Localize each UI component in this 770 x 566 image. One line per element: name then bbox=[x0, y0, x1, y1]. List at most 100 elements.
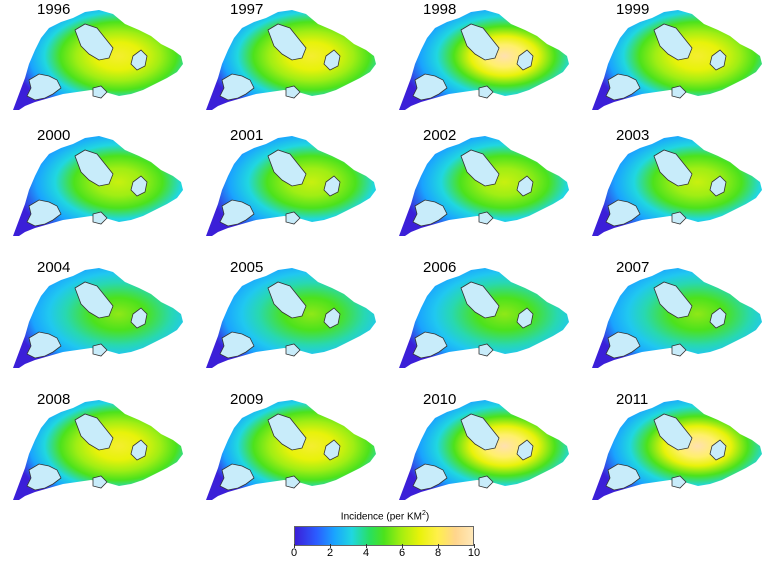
map-panel-2009: 2009 bbox=[198, 391, 390, 512]
incidence-map bbox=[206, 400, 376, 500]
south-island bbox=[478, 475, 494, 489]
incidence-map bbox=[206, 10, 376, 110]
incidence-map bbox=[13, 268, 183, 368]
incidence-map bbox=[206, 268, 376, 368]
year-label: 2005 bbox=[230, 259, 264, 276]
legend-title: Incidence (per KM2) bbox=[340, 510, 430, 523]
west-catchment bbox=[219, 463, 255, 491]
year-label: 1996 bbox=[37, 1, 71, 18]
reservoir-central bbox=[653, 23, 693, 61]
incidence-map bbox=[592, 136, 762, 236]
south-island bbox=[92, 85, 108, 99]
reservoir-central bbox=[460, 23, 500, 61]
incidence-map bbox=[592, 400, 762, 500]
west-catchment bbox=[605, 199, 641, 227]
west-catchment bbox=[605, 331, 641, 359]
south-island bbox=[478, 343, 494, 357]
reservoir-central bbox=[653, 413, 693, 451]
reservoir-east bbox=[323, 175, 341, 197]
reservoir-east bbox=[130, 439, 148, 461]
incidence-map bbox=[399, 268, 569, 368]
legend-colorbar bbox=[294, 526, 474, 546]
incidence-map bbox=[592, 10, 762, 110]
south-island bbox=[671, 85, 687, 99]
reservoir-central bbox=[460, 149, 500, 187]
reservoir-east bbox=[709, 439, 727, 461]
south-island bbox=[285, 211, 301, 225]
legend-tick-label: 6 bbox=[398, 547, 406, 559]
west-catchment bbox=[605, 73, 641, 101]
year-label: 2011 bbox=[616, 391, 649, 408]
south-island bbox=[478, 85, 494, 99]
year-label: 2004 bbox=[37, 259, 71, 276]
south-island bbox=[285, 343, 301, 357]
reservoir-east bbox=[130, 49, 148, 71]
reservoir-east bbox=[130, 175, 148, 197]
year-label: 1999 bbox=[616, 1, 650, 18]
map-panel-1998: 1998 bbox=[391, 1, 583, 122]
west-catchment bbox=[26, 73, 62, 101]
incidence-map bbox=[399, 10, 569, 110]
year-label: 1997 bbox=[230, 1, 264, 18]
year-label: 2003 bbox=[616, 127, 650, 144]
reservoir-east bbox=[516, 439, 534, 461]
reservoir-central bbox=[74, 413, 114, 451]
legend-tick-label: 0 bbox=[290, 547, 298, 559]
south-island bbox=[92, 343, 108, 357]
incidence-map bbox=[592, 268, 762, 368]
west-catchment bbox=[26, 199, 62, 227]
incidence-map bbox=[13, 136, 183, 236]
reservoir-central bbox=[653, 149, 693, 187]
legend-tick-label: 10 bbox=[467, 547, 481, 559]
reservoir-east bbox=[709, 49, 727, 71]
year-label: 2009 bbox=[230, 391, 264, 408]
year-label: 2008 bbox=[37, 391, 71, 408]
legend-tickmark bbox=[474, 544, 475, 548]
reservoir-east bbox=[516, 175, 534, 197]
incidence-map bbox=[399, 136, 569, 236]
south-island bbox=[285, 85, 301, 99]
map-panel-1999: 1999 bbox=[584, 1, 770, 122]
south-island bbox=[671, 211, 687, 225]
reservoir-east bbox=[323, 49, 341, 71]
reservoir-east bbox=[516, 307, 534, 329]
legend-tickmark bbox=[438, 544, 439, 548]
west-catchment bbox=[219, 73, 255, 101]
map-panel-2010: 2010 bbox=[391, 391, 583, 512]
reservoir-east bbox=[130, 307, 148, 329]
map-panel-2004: 2004 bbox=[5, 259, 197, 380]
map-panel-2011: 2011 bbox=[584, 391, 770, 512]
west-catchment bbox=[605, 463, 641, 491]
incidence-map bbox=[13, 400, 183, 500]
reservoir-east bbox=[323, 307, 341, 329]
legend-tickmark bbox=[402, 544, 403, 548]
west-catchment bbox=[412, 73, 448, 101]
legend-tick-label: 8 bbox=[434, 547, 442, 559]
reservoir-central bbox=[267, 281, 307, 319]
reservoir-central bbox=[267, 413, 307, 451]
year-label: 2002 bbox=[423, 127, 457, 144]
south-island bbox=[285, 475, 301, 489]
map-panel-2002: 2002 bbox=[391, 127, 583, 248]
map-panel-2000: 2000 bbox=[5, 127, 197, 248]
year-label: 2001 bbox=[230, 127, 264, 144]
west-catchment bbox=[26, 331, 62, 359]
reservoir-central bbox=[460, 281, 500, 319]
south-island bbox=[671, 343, 687, 357]
reservoir-central bbox=[267, 149, 307, 187]
reservoir-east bbox=[516, 49, 534, 71]
map-panel-2005: 2005 bbox=[198, 259, 390, 380]
year-label: 1998 bbox=[423, 1, 457, 18]
incidence-map bbox=[206, 136, 376, 236]
reservoir-central bbox=[74, 149, 114, 187]
legend-tick-label: 4 bbox=[362, 547, 370, 559]
map-panel-1997: 1997 bbox=[198, 1, 390, 122]
legend-tickmark bbox=[294, 544, 295, 548]
year-label: 2007 bbox=[616, 259, 650, 276]
west-catchment bbox=[26, 463, 62, 491]
incidence-map bbox=[13, 10, 183, 110]
reservoir-central bbox=[653, 281, 693, 319]
map-panel-1996: 1996 bbox=[5, 1, 197, 122]
year-label: 2000 bbox=[37, 127, 71, 144]
year-label: 2010 bbox=[423, 391, 457, 408]
